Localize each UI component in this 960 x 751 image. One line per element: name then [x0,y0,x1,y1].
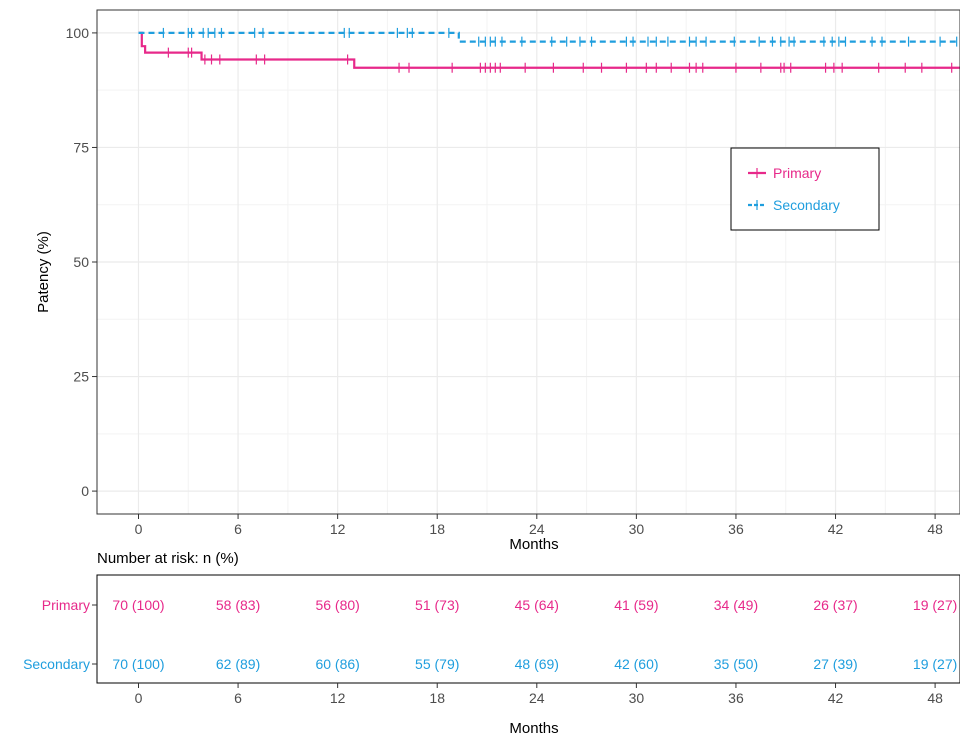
risk-x-tick-label: 24 [529,690,545,706]
risk-x-tick-label: 48 [927,690,943,706]
x-tick-label: 36 [728,521,744,537]
risk-cell: 56 (80) [315,597,359,613]
x-tick-label: 48 [927,521,943,537]
risk-table: Number at risk: n (%) Primary 70 (100) 58 (… [23,550,960,737]
risk-x-tick-label: 18 [429,690,445,706]
main-axes: 0 6 12 18 24 30 36 42 48 0 25 50 75 100 Months Patency … [35,9,960,553]
risk-cell: 70 (100) [112,656,164,672]
risk-cell: 42 (60) [614,656,658,672]
risk-cell: 41 (59) [614,597,658,613]
x-tick-label: 18 [429,521,445,537]
risk-x-tick-label: 0 [135,690,143,706]
legend: Primary Secondary [730,147,880,231]
risk-cell: 35 (50) [714,656,758,672]
risk-table-title: Number at risk: n (%) [97,550,239,567]
y-tick-label: 25 [73,369,89,385]
risk-cell: 58 (83) [216,597,260,613]
risk-cell: 45 (64) [515,597,559,613]
risk-x-tick-label: 36 [728,690,744,706]
risk-x-axis-title: Months [509,720,558,737]
risk-cell: 70 (100) [112,597,164,613]
risk-row-label-secondary: Secondary [23,656,90,672]
x-tick-label: 24 [529,521,545,537]
risk-x-tick-label: 30 [629,690,645,706]
risk-x-tick-label: 42 [828,690,844,706]
risk-cell: 27 (39) [813,656,857,672]
risk-cell: 26 (37) [813,597,857,613]
legend-label-primary: Primary [773,165,821,181]
km-curve-primary [138,31,960,69]
risk-cell: 51 (73) [415,597,459,613]
main-grid [97,10,960,514]
risk-table-panel [96,574,960,684]
risk-row-label-primary: Primary [42,597,90,613]
risk-cell: 34 (49) [714,597,758,613]
risk-cell: 62 (89) [216,656,260,672]
risk-x-tick-label: 6 [234,690,242,706]
km-curve-secondary [138,31,960,43]
x-tick-label: 6 [234,521,242,537]
risk-x-tick-label: 12 [330,690,346,706]
y-axis-title: Patency (%) [35,231,52,313]
x-tick-label: 42 [828,521,844,537]
y-tick-label: 50 [73,254,89,270]
y-tick-label: 0 [81,483,89,499]
risk-cell: 19 (27) [913,656,957,672]
risk-cell: 19 (27) [913,597,957,613]
y-tick-label: 75 [73,139,89,155]
x-axis-title: Months [509,536,558,553]
x-tick-label: 0 [135,521,143,537]
risk-cell: 55 (79) [415,656,459,672]
main-series [138,27,960,73]
x-tick-label: 12 [330,521,346,537]
x-tick-label: 30 [629,521,645,537]
y-tick-label: 100 [66,25,90,41]
risk-cell: 48 (69) [515,656,559,672]
legend-label-secondary: Secondary [773,197,840,213]
legend-box [730,147,880,231]
risk-cell: 60 (86) [315,656,359,672]
